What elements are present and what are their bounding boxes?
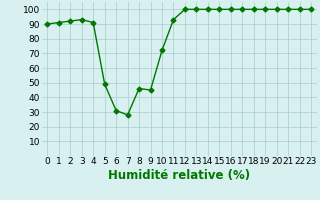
X-axis label: Humidité relative (%): Humidité relative (%) (108, 169, 250, 182)
